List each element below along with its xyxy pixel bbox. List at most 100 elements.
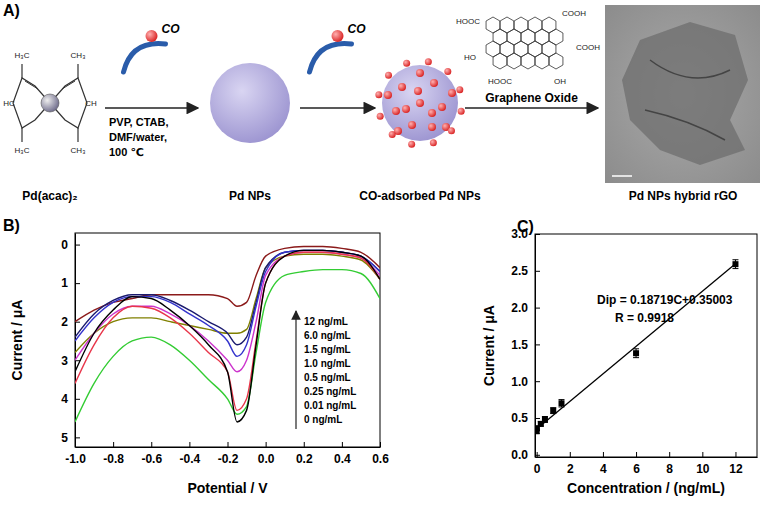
co-ball bbox=[146, 30, 158, 42]
tick: 0 bbox=[534, 452, 541, 476]
tick-mark bbox=[537, 452, 538, 457]
reagent-label: CO bbox=[162, 22, 181, 36]
pd-atom bbox=[41, 94, 59, 112]
chart: -1.0-0.8-0.6-0.4-0.20.00.20.40.6012345B)… bbox=[3, 217, 389, 496]
error-bar bbox=[633, 349, 639, 358]
tick-label: 5 bbox=[61, 431, 68, 445]
tick: 0.2 bbox=[296, 442, 313, 466]
data-line bbox=[75, 270, 380, 422]
tick: 5 bbox=[61, 431, 80, 445]
functional-group: HOOC bbox=[488, 77, 512, 86]
tick-label: -0.2 bbox=[218, 452, 239, 466]
tick-label: 12 bbox=[729, 462, 743, 476]
co-molecule bbox=[428, 123, 436, 131]
step-label: Pd(acac)₂ bbox=[22, 189, 77, 203]
step-label: CO-adsorbed Pd NPs bbox=[359, 189, 481, 203]
atom-label: CH₃ bbox=[71, 51, 86, 60]
tick-label: 6 bbox=[633, 462, 640, 476]
annotation: Dip = 0.18719C+0.35003 bbox=[597, 293, 733, 307]
double-bond bbox=[25, 81, 38, 89]
tick: 1.0 bbox=[511, 375, 540, 389]
carbon-ring bbox=[521, 53, 535, 69]
plot-area bbox=[535, 260, 738, 434]
tick-mark bbox=[342, 442, 343, 447]
tick-label: 4 bbox=[600, 462, 607, 476]
figure: A)H₃CHCH₃CCH₃CHCH₃Pd(acac)₂Pd NPsCO-adso… bbox=[0, 0, 773, 507]
tick: 4 bbox=[600, 452, 607, 476]
tick-mark bbox=[304, 442, 305, 447]
tick-label: -0.8 bbox=[103, 452, 124, 466]
condition-label: DMF/water, bbox=[109, 131, 167, 143]
data-line bbox=[75, 250, 380, 344]
co-molecule bbox=[430, 139, 437, 146]
tick: -0.4 bbox=[180, 442, 201, 466]
tick-label: 2 bbox=[61, 315, 68, 329]
co-icon bbox=[124, 44, 166, 72]
tick-mark bbox=[535, 271, 540, 272]
legend-label: 0.5 ng/mL bbox=[304, 372, 351, 383]
tick: 0.5 bbox=[511, 411, 540, 425]
x-axis-title: Concentration / (ng/mL) bbox=[567, 480, 725, 496]
tick-mark bbox=[266, 442, 267, 447]
co-molecule bbox=[428, 109, 436, 117]
tick: 2 bbox=[61, 315, 80, 329]
tick-mark bbox=[75, 399, 80, 400]
tick: 6 bbox=[633, 452, 640, 476]
tick-label: -0.4 bbox=[180, 452, 201, 466]
co-molecule bbox=[414, 87, 422, 95]
tick-mark bbox=[535, 418, 540, 419]
reaction-arrow bbox=[300, 107, 375, 109]
reagent-label: CO bbox=[348, 22, 367, 36]
carbon-ring bbox=[549, 53, 563, 69]
tick-mark bbox=[669, 452, 670, 457]
rgo-sheet bbox=[622, 22, 748, 165]
tick: 0.6 bbox=[372, 442, 389, 466]
tick-mark bbox=[535, 234, 540, 235]
reagent-label: Graphene Oxide bbox=[485, 91, 578, 105]
y-axis-title: Current / μA bbox=[481, 305, 497, 386]
axis-line bbox=[535, 235, 536, 458]
reaction-arrow bbox=[465, 107, 598, 109]
tick-label: -1.0 bbox=[65, 452, 86, 466]
y-axis: 012345 bbox=[61, 234, 80, 448]
co-molecule bbox=[408, 141, 415, 148]
tick-label: 10 bbox=[696, 462, 710, 476]
tick-mark bbox=[702, 452, 703, 457]
x-axis: 024681012 bbox=[534, 452, 758, 476]
co-molecule bbox=[377, 113, 384, 120]
condition-label: 100 ℃ bbox=[109, 146, 144, 158]
methyl-bond bbox=[21, 128, 22, 142]
plot-frame bbox=[75, 233, 380, 447]
tick: 0.0 bbox=[258, 442, 275, 466]
tick-mark bbox=[535, 308, 540, 309]
methyl-bond bbox=[77, 64, 78, 78]
co-molecule bbox=[456, 86, 463, 93]
tick: 1 bbox=[61, 276, 80, 290]
tick: -0.2 bbox=[218, 442, 239, 466]
methyl-bond bbox=[77, 128, 78, 142]
tick: -0.8 bbox=[103, 442, 124, 466]
tick-label: 0.6 bbox=[372, 452, 389, 466]
chart: 0246810120.00.51.01.52.02.53.0C)Concentr… bbox=[481, 218, 758, 496]
tick-label: 0 bbox=[61, 238, 68, 252]
scale-bar bbox=[612, 175, 632, 177]
tick-label: 2 bbox=[567, 462, 574, 476]
tick: 0 bbox=[61, 238, 80, 252]
tick: 2.5 bbox=[511, 264, 540, 278]
tick-label: 1 bbox=[61, 276, 68, 290]
annotation: R = 0.9918 bbox=[615, 311, 674, 325]
tick: 0.4 bbox=[334, 442, 351, 466]
axis-line bbox=[536, 457, 758, 458]
functional-group: COOH bbox=[576, 43, 600, 52]
co-molecule bbox=[392, 107, 400, 115]
co-molecule bbox=[398, 83, 406, 91]
co-molecule bbox=[402, 105, 410, 113]
carbon-ring bbox=[493, 53, 507, 69]
tick-mark bbox=[189, 442, 190, 447]
co-molecule bbox=[375, 91, 382, 98]
tick-label: 0.4 bbox=[334, 452, 351, 466]
pd-nanoparticle bbox=[210, 63, 290, 143]
tick-mark bbox=[603, 452, 604, 457]
axis-line bbox=[76, 447, 381, 448]
co-molecule bbox=[458, 108, 465, 115]
